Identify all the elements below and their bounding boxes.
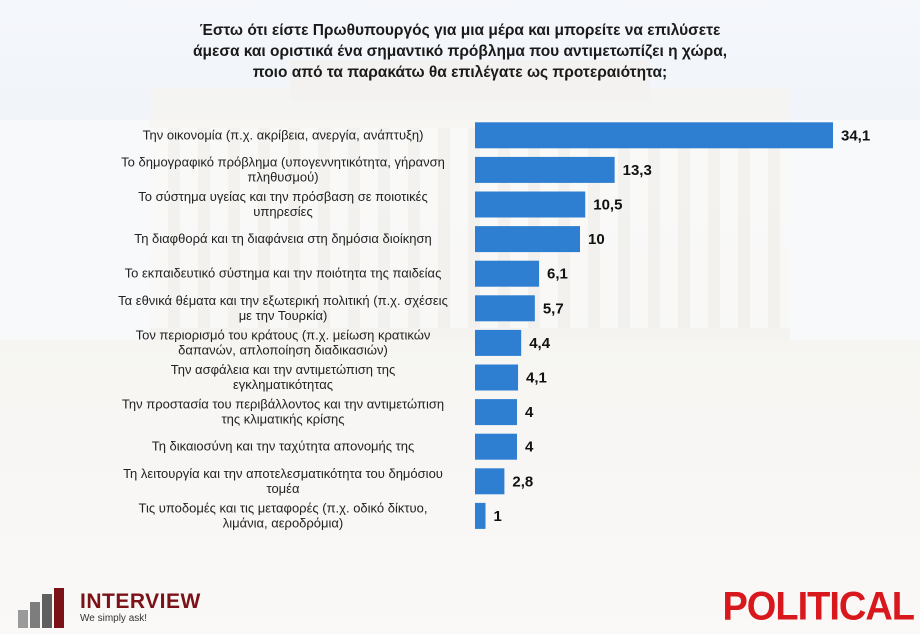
chart-title: Έστω ότι είστε Πρωθυπουργός για μια μέρα… <box>120 20 800 83</box>
bar <box>475 260 540 287</box>
title-line: Έστω ότι είστε Πρωθυπουργός για μια μέρα… <box>199 22 721 39</box>
data-label: 13,3 <box>623 162 652 179</box>
data-label: 4,4 <box>529 335 551 352</box>
category-label: Τη λειτουργία και την αποτελεσματικότητα… <box>123 466 443 496</box>
category-label: Τα εθνικά θέματα και την εξωτερική πολιτ… <box>118 293 448 323</box>
title-line: άμεσα και οριστικά ένα σημαντικό πρόβλημ… <box>192 43 728 60</box>
bar <box>475 433 517 460</box>
data-label: 4,1 <box>526 370 547 387</box>
title-line: ποιο από τα παρακάτω θα επιλέγατε ως προ… <box>252 64 668 81</box>
bar <box>475 122 833 149</box>
bar <box>475 468 505 495</box>
bar <box>475 156 615 183</box>
political-logo: POLITICAL <box>722 584 915 630</box>
data-label: 1 <box>493 508 501 525</box>
bar <box>475 329 522 356</box>
category-label: Την οικονομία (π.χ. ακρίβεια, ανεργία, α… <box>143 127 424 142</box>
category-label: Τις υποδομές και τις μεταφορές (π.χ. οδι… <box>139 500 428 530</box>
category-label: Τη διαφθορά και τη διαφάνεια στη δημόσια… <box>134 231 432 246</box>
bar <box>475 399 517 426</box>
category-label: Το σύστημα υγείας και την πρόσβαση σε πο… <box>138 189 427 219</box>
category-label: Την ασφάλεια και την αντιμετώπιση της εγκ… <box>171 362 396 392</box>
bar-logo-icon <box>18 588 74 628</box>
data-label: 10,5 <box>593 197 622 214</box>
interview-logo-name: INTERVIEW <box>80 590 201 613</box>
bar <box>475 226 580 253</box>
category-label: Την προστασία του περιβάλλοντος και την … <box>122 397 444 427</box>
data-label: 2,8 <box>512 473 533 490</box>
interview-logo-tagline: We simply ask! <box>80 613 148 624</box>
data-label: 34,1 <box>841 127 870 144</box>
data-label: 6,1 <box>547 266 568 283</box>
category-label: Τον περιορισμό του κράτους (π.χ. μείωση … <box>136 327 431 357</box>
interview-logo: INTERVIEW We simply ask! <box>18 588 201 628</box>
bar <box>475 191 586 218</box>
data-label: 4 <box>525 439 534 456</box>
data-label: 5,7 <box>543 300 564 317</box>
bar <box>475 295 535 322</box>
category-label: Το εκπαιδευτικό σύστημα και την ποιότητα… <box>125 266 442 281</box>
bar <box>475 502 486 529</box>
data-label: 10 <box>588 231 605 248</box>
category-label: Το δημογραφικό πρόβλημα (υπογεννητικότητ… <box>121 154 445 184</box>
data-label: 4 <box>525 404 534 421</box>
bar <box>475 364 519 391</box>
category-label: Τη δικαιοσύνη και την ταχύτητα απονομής … <box>152 439 415 454</box>
